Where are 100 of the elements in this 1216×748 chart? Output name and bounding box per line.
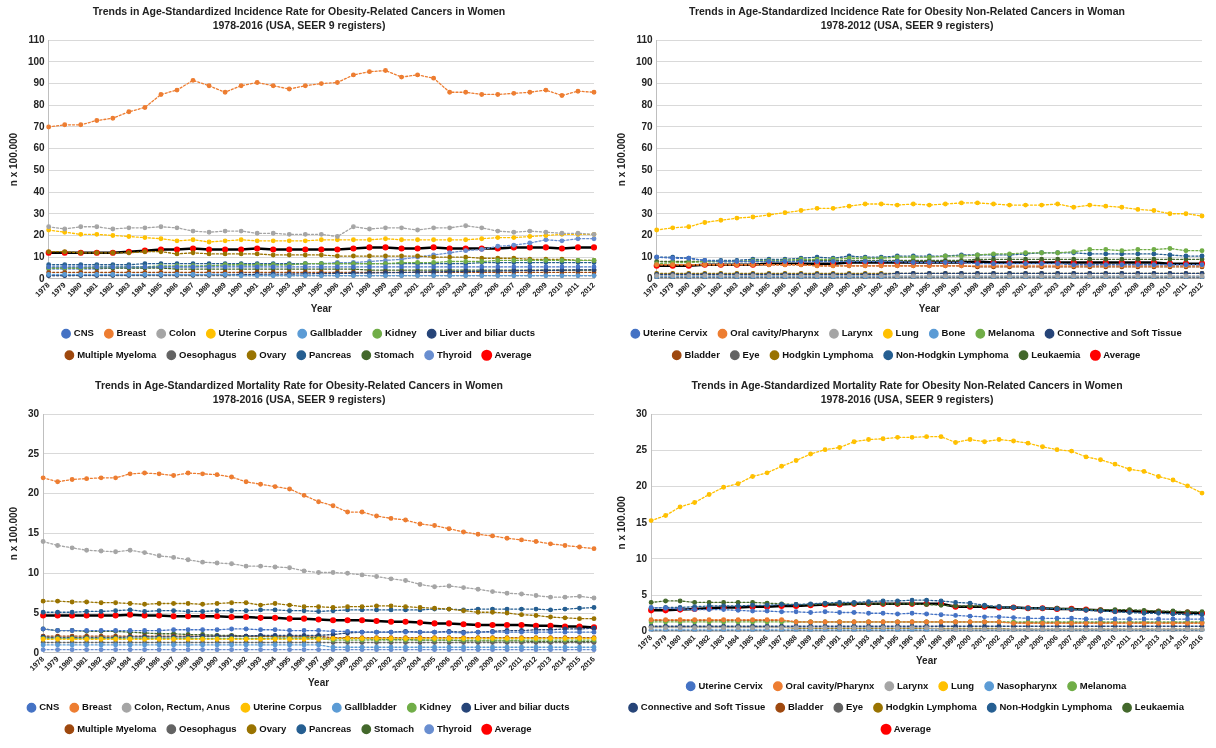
x-axis-title: Year [307, 676, 330, 688]
y-tick-label: 0 [641, 625, 648, 637]
legend-label: Average [1103, 348, 1141, 360]
legend-label: Lung [950, 679, 975, 691]
y-tick-label: 10 [641, 250, 654, 262]
legend-label: Liver and biliar ducts [439, 327, 535, 339]
y-tick-label: 20 [28, 487, 40, 499]
legend-label: CNS [39, 701, 60, 713]
legend-label: Melanoma [1079, 679, 1128, 691]
legend-label: Leukaemia [1134, 701, 1185, 713]
legend-label: Connective and Soft Tissue [640, 701, 766, 713]
y-tick-label: 20 [33, 229, 46, 241]
legend-label: Lung [895, 327, 920, 339]
legend-label: Non-Hodgkin Lymphoma [895, 348, 1010, 360]
y-tick-label: 30 [641, 207, 654, 219]
legend-label: Uterine Cervix [643, 327, 709, 339]
legend-label: Kidney [384, 327, 418, 339]
legend-label: Hodgkin Lymphoma [885, 701, 978, 713]
legend-label: Larynx [841, 327, 874, 339]
y-tick-label: 10 [636, 552, 648, 564]
x-axis-title: Year [310, 302, 333, 314]
x-axis-title: Year [915, 655, 938, 667]
y-tick-label: 70 [33, 120, 46, 132]
x-axis-title: Year [918, 302, 941, 314]
chart-subtitle: 1978-2012 (USA, SEER 9 registers) [820, 18, 994, 31]
y-axis-title: n x 100.000 [7, 132, 19, 187]
legend-label: Oesophagus [179, 722, 237, 734]
y-axis-title: n x 100.000 [615, 132, 627, 187]
chart-title: Trends in Age-Standardized Mortality Rate for Obesity-Related Cancers in Women [95, 379, 503, 392]
y-tick-label: 30 [636, 407, 648, 419]
legend-label: Multiple Myeloma [77, 722, 158, 734]
y-tick-label: 100 [636, 55, 654, 67]
chart-subtitle: 1978-2016 (USA, SEER 9 registers) [212, 18, 386, 31]
y-tick-label: 60 [33, 142, 46, 154]
y-tick-label: 40 [641, 185, 654, 197]
y-tick-label: 50 [33, 164, 46, 176]
legend-label: Multiple Myeloma [77, 348, 158, 360]
legend-label: Nasopharynx [996, 679, 1058, 691]
y-tick-label: 0 [647, 272, 654, 284]
y-tick-label: 10 [28, 567, 40, 579]
y-tick-label: 110 [636, 33, 654, 45]
legend-label: Average [494, 348, 532, 360]
y-tick-label: 0 [39, 272, 46, 284]
legend-label: Breast [116, 327, 148, 339]
legend-label: Kidney [419, 701, 452, 713]
legend-label: Oral cavity/Pharynx [730, 327, 820, 339]
legend-label: Oral cavity/Pharynx [785, 679, 876, 691]
legend-label: Bladder [684, 348, 721, 360]
y-tick-label: 0 [33, 646, 40, 658]
chart-title: Trends in Age-Standardized Incidence Rate for Obesity-Related Cancers in Women [92, 5, 506, 18]
y-tick-label: 50 [641, 164, 654, 176]
legend-label: Stomach [374, 348, 415, 360]
y-tick-label: 60 [641, 142, 654, 154]
chart-title: Trends in Age-Standardized Incidence Rate for Obesity Non-Related Cancers in Woman [689, 5, 1125, 18]
legend-label: Thyroid [436, 348, 472, 360]
chart-subtitle: 1978-2016 (USA, SEER 9 registers) [212, 392, 386, 405]
chart-title: Trends in Age-Standardized Mortality Rate for Obesity Non-Related Cancers in Women [691, 379, 1123, 392]
y-tick-label: 15 [636, 516, 648, 528]
legend-label: Eye [846, 701, 864, 713]
legend-label: Stomach [374, 722, 415, 734]
legend-label: Ovary [259, 722, 287, 734]
y-tick-label: 5 [33, 606, 40, 618]
y-axis-title: n x 100.000 [615, 495, 627, 550]
y-axis-title: n x 100.000 [7, 506, 19, 561]
y-tick-label: 20 [636, 480, 648, 492]
legend-label: Uterine Corpus [218, 327, 288, 339]
legend-label: Gallbladder [309, 327, 363, 339]
legend-label: Uterine Corpus [253, 701, 322, 713]
legend-label: Eye [742, 348, 760, 360]
y-tick-label: 25 [28, 447, 40, 459]
y-tick-label: 10 [33, 250, 46, 262]
chart-subtitle: 1978-2016 (USA, SEER 9 registers) [820, 392, 994, 405]
legend-label: Uterine Cervix [698, 679, 764, 691]
y-tick-label: 20 [641, 229, 654, 241]
legend-label: Average [494, 722, 532, 734]
legend-label: Thyroid [436, 722, 472, 734]
legend-label: CNS [73, 327, 94, 339]
y-tick-label: 100 [28, 55, 46, 67]
y-tick-label: 30 [28, 407, 40, 419]
legend-label: Pancreas [309, 348, 352, 360]
y-tick-label: 110 [28, 33, 46, 45]
legend-label: Non-Hodgkin Lymphoma [999, 701, 1113, 713]
legend-label: Melanoma [988, 327, 1036, 339]
legend-label: Ovary [259, 348, 287, 360]
y-tick-label: 40 [33, 185, 46, 197]
y-tick-label: 80 [641, 99, 654, 111]
legend-label: Gallbladder [344, 701, 398, 713]
legend-label: Liver and biliar ducts [473, 701, 570, 713]
legend-label: Hodgkin Lymphoma [782, 348, 874, 360]
y-tick-label: 90 [641, 77, 654, 89]
legend-label: Average [893, 722, 931, 734]
y-tick-label: 5 [641, 588, 648, 600]
legend-label: Breast [82, 701, 113, 713]
y-tick-label: 30 [33, 207, 46, 219]
legend-label: Larynx [897, 679, 929, 691]
legend-label: Leukaemia [1031, 348, 1082, 360]
y-tick-label: 90 [33, 77, 46, 89]
y-tick-label: 25 [636, 444, 648, 456]
legend-label: Pancreas [309, 722, 352, 734]
legend-label: Bone [941, 327, 966, 339]
